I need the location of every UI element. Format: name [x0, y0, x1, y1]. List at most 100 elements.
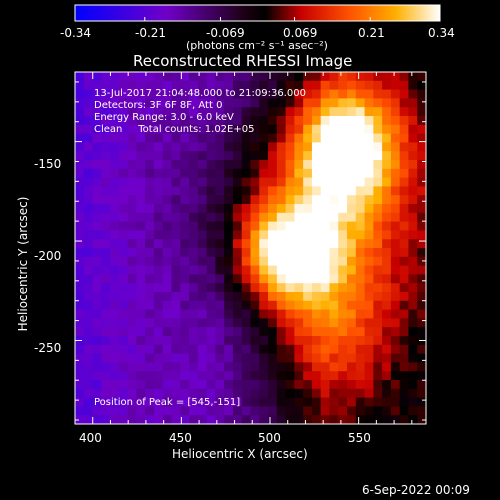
heatmap-cell: [92, 124, 102, 135]
heatmap-cell: [118, 221, 129, 231]
heatmap-cell: [320, 406, 330, 416]
heatmap-cell: [83, 344, 94, 355]
heatmap-cell: [75, 160, 85, 170]
heatmap-cell: [101, 344, 111, 355]
heatmap-cell: [285, 362, 295, 372]
heatmap-cell: [197, 160, 208, 170]
heatmap-cell: [110, 195, 120, 205]
heatmap-cell: [171, 248, 181, 258]
heatmap-cell: [373, 168, 383, 179]
heatmap-cell: [171, 72, 181, 82]
heatmap-cell: [408, 344, 418, 355]
heatmap-cell: [250, 371, 260, 381]
heatmap-cell: [311, 204, 322, 214]
heatmap-cell: [373, 388, 383, 399]
heatmap-cell: [136, 388, 146, 399]
heatmap-cell: [347, 353, 357, 363]
heatmap-cell: [259, 239, 269, 249]
heatmap-cell: [232, 274, 243, 284]
heatmap-cell: [171, 274, 181, 284]
heatmap-cell: [338, 133, 348, 143]
heatmap-cell: [127, 292, 137, 302]
heatmap-cell: [373, 353, 383, 363]
heatmap-cell: [390, 309, 401, 319]
heatmap-cell: [110, 388, 120, 399]
heatmap-cell: [153, 344, 164, 355]
heatmap-cell: [382, 265, 392, 275]
heatmap-cell: [329, 89, 339, 99]
heatmap-cell: [241, 274, 251, 284]
heatmap-cell: [162, 212, 173, 223]
heatmap-cell: [127, 239, 137, 249]
heatmap-cell: [180, 292, 190, 302]
heatmap-cell: [206, 151, 216, 161]
heatmap-cell: [241, 72, 251, 82]
heatmap-cell: [373, 221, 383, 231]
heatmap-cell: [338, 380, 348, 390]
heatmap-cell: [83, 256, 94, 267]
heatmap-cell: [189, 371, 199, 381]
heatmap-cell: [294, 116, 304, 126]
heatmap-cell: [206, 107, 216, 117]
heatmap-cell: [329, 380, 339, 390]
heatmap-cell: [118, 230, 129, 240]
heatmap-cell: [118, 204, 129, 214]
heatmap-cell: [145, 292, 155, 302]
heatmap-cell: [145, 151, 155, 161]
heatmap-cell: [311, 344, 322, 355]
heatmap-cell: [355, 406, 366, 416]
heatmap-cell: [311, 177, 322, 187]
heatmap-cell: [417, 204, 427, 214]
heatmap-cell: [127, 221, 137, 231]
heatmap-cell: [215, 256, 225, 267]
heatmap-cell: [118, 133, 129, 143]
heatmap-cell: [83, 80, 94, 91]
heatmap-cell: [206, 186, 216, 196]
heatmap-cell: [347, 98, 357, 108]
heatmap-cell: [276, 300, 287, 311]
heatmap-cell: [241, 160, 251, 170]
heatmap-cell: [338, 292, 348, 302]
annotation-energy-range: Energy Range: 3.0 - 6.0 keV: [94, 112, 234, 123]
heatmap-cell: [224, 133, 234, 143]
heatmap-cell: [338, 212, 348, 223]
heatmap-cell: [92, 204, 102, 214]
colorbar-units: (photons cm⁻² s⁻¹ asec⁻²): [186, 39, 328, 52]
heatmap-cell: [294, 318, 304, 328]
heatmap-cell: [180, 133, 190, 143]
heatmap-cell: [189, 415, 199, 425]
heatmap-cell: [259, 362, 269, 372]
heatmap-cell: [83, 292, 94, 302]
heatmap-cell: [110, 371, 120, 381]
heatmap-cell: [83, 265, 94, 275]
heatmap-cell: [338, 362, 348, 372]
y-tick-label: -250: [34, 341, 62, 355]
heatmap-cell: [390, 151, 401, 161]
heatmap-cell: [276, 336, 287, 346]
heatmap-cell: [320, 265, 330, 275]
heatmap-cell: [390, 230, 401, 240]
heatmap-cell: [399, 160, 409, 170]
heatmap-cell: [110, 221, 120, 231]
heatmap-cell: [373, 124, 383, 135]
heatmap-cell: [320, 256, 330, 267]
heatmap-cell: [189, 116, 199, 126]
heatmap-cell: [294, 195, 304, 205]
heatmap-cell: [285, 415, 295, 425]
heatmap-cell: [329, 160, 339, 170]
heatmap-cell: [355, 186, 366, 196]
heatmap-cell: [197, 415, 208, 425]
heatmap-cell: [347, 124, 357, 135]
heatmap-cell: [347, 362, 357, 372]
heatmap-cell: [101, 186, 111, 196]
heatmap-cell: [180, 116, 190, 126]
heatmap-cell: [75, 274, 85, 284]
heatmap-cell: [390, 72, 401, 82]
heatmap-cell: [259, 72, 269, 82]
heatmap-cell: [127, 107, 137, 117]
heatmap-cell: [136, 248, 146, 258]
heatmap-cell: [259, 133, 269, 143]
heatmap-cell: [303, 221, 313, 231]
heatmap-cell: [268, 195, 278, 205]
heatmap-cell: [153, 204, 164, 214]
